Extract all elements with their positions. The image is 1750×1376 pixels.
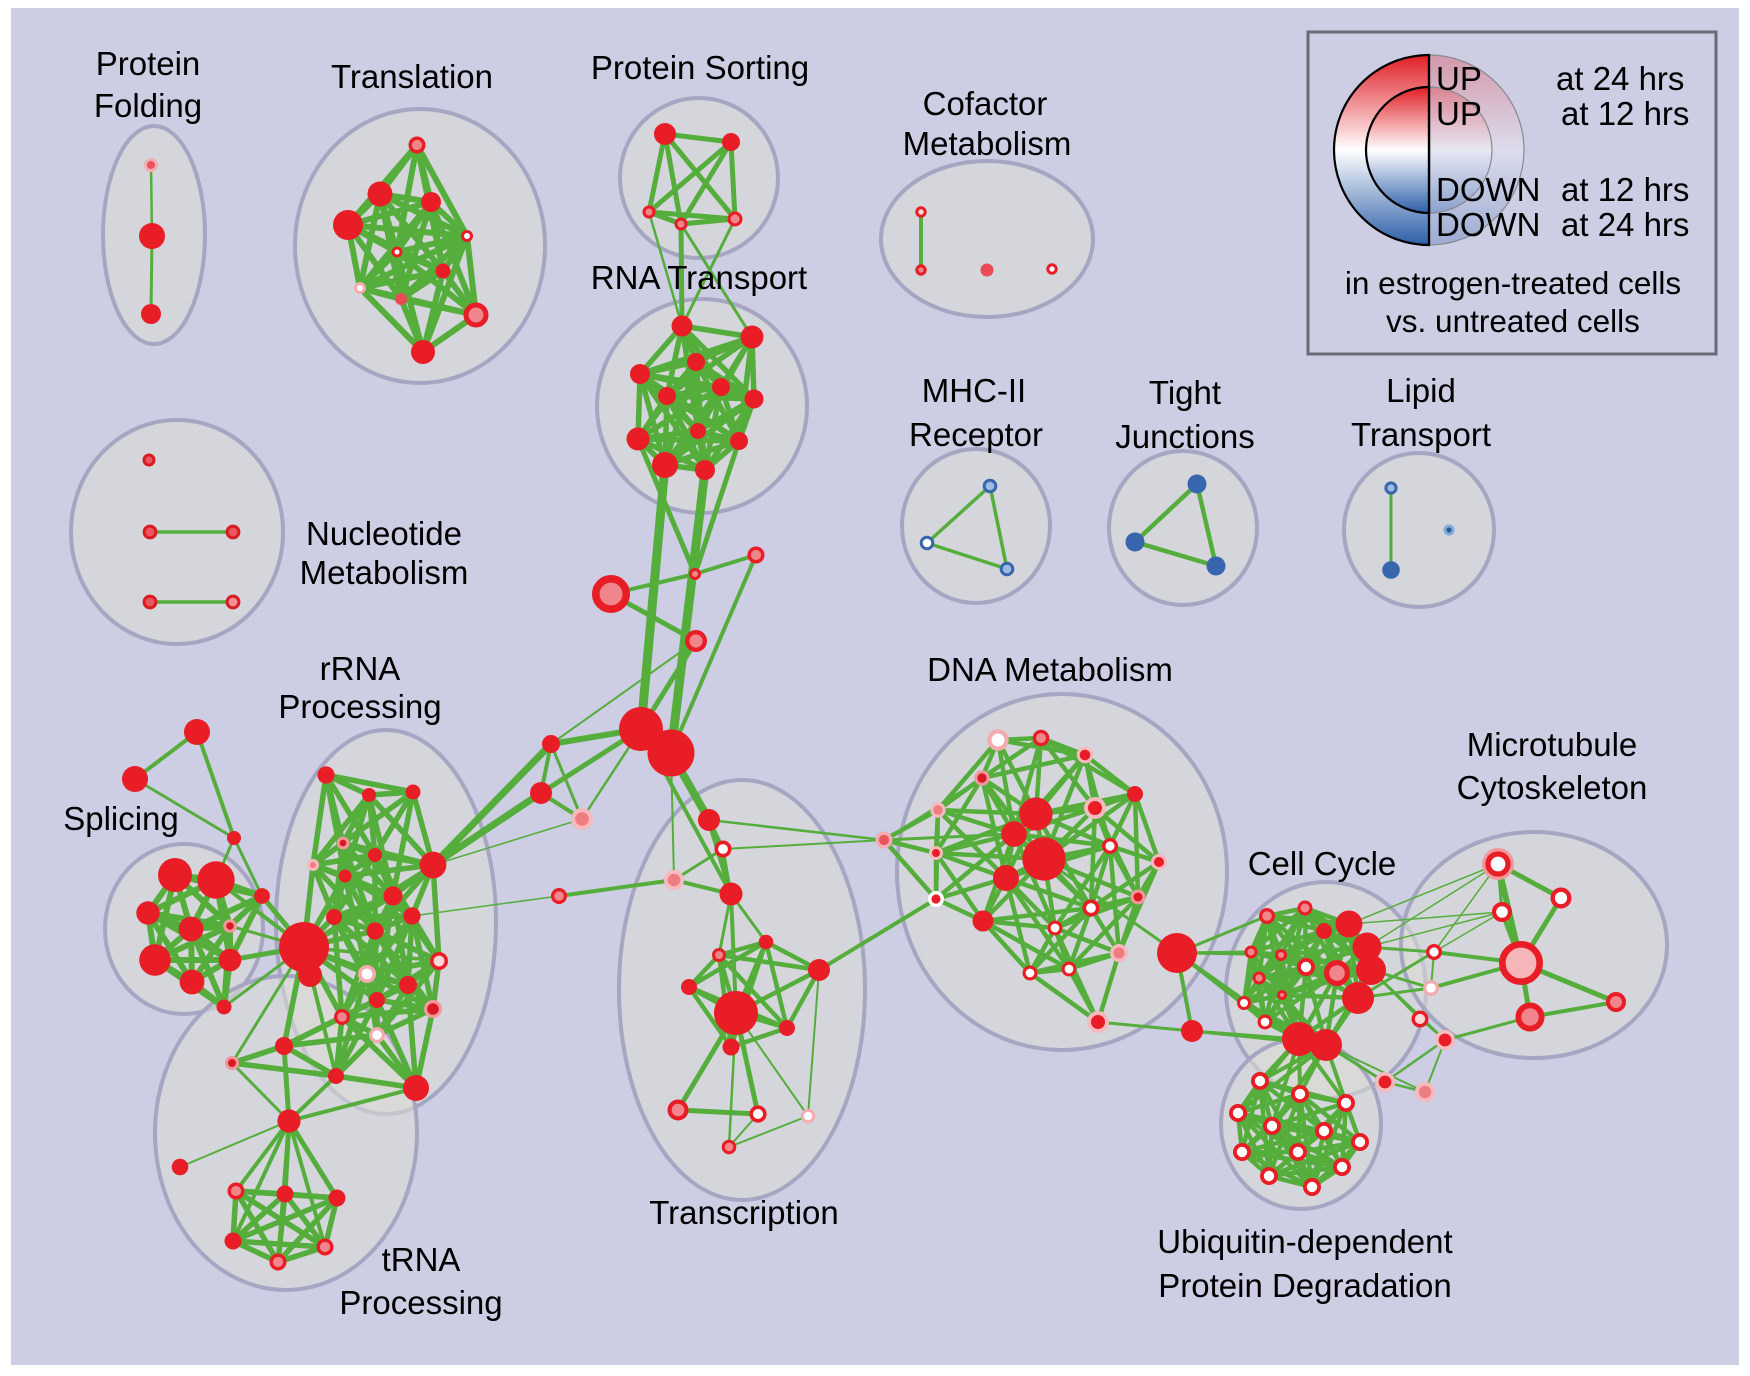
svg-text:Junctions: Junctions [1115,418,1254,455]
svg-text:at 24 hrs: at 24 hrs [1561,206,1689,243]
svg-text:Protein: Protein [96,45,201,82]
svg-text:Processing: Processing [339,1284,502,1321]
svg-text:Transcription: Transcription [649,1194,839,1231]
svg-text:RNA Transport: RNA Transport [591,259,807,296]
svg-text:Nucleotide: Nucleotide [306,515,462,552]
svg-text:Cell Cycle: Cell Cycle [1248,845,1397,882]
svg-text:Cofactor: Cofactor [923,85,1048,122]
svg-text:DOWN: DOWN [1436,206,1540,243]
svg-text:MHC-II: MHC-II [922,372,1026,409]
svg-text:Translation: Translation [331,58,493,95]
svg-text:vs. untreated cells: vs. untreated cells [1386,303,1640,339]
svg-text:Cytoskeleton: Cytoskeleton [1457,769,1648,806]
svg-text:UP: UP [1436,95,1482,132]
svg-text:Processing: Processing [278,688,441,725]
svg-text:at 12 hrs: at 12 hrs [1561,95,1689,132]
svg-text:DOWN: DOWN [1436,171,1540,208]
svg-text:Microtubule: Microtubule [1467,726,1638,763]
svg-text:DNA Metabolism: DNA Metabolism [927,651,1173,688]
svg-text:in estrogen-treated cells: in estrogen-treated cells [1345,265,1681,301]
svg-text:Receptor: Receptor [909,416,1043,453]
svg-text:Protein Degradation: Protein Degradation [1158,1267,1452,1304]
svg-text:Tight: Tight [1149,374,1221,411]
svg-text:Metabolism: Metabolism [903,125,1072,162]
svg-text:tRNA: tRNA [382,1241,461,1278]
svg-text:Metabolism: Metabolism [300,554,469,591]
svg-text:Protein Sorting: Protein Sorting [591,49,809,86]
svg-text:Ubiquitin-dependent: Ubiquitin-dependent [1157,1223,1452,1260]
svg-text:at 12 hrs: at 12 hrs [1561,171,1689,208]
svg-text:rRNA: rRNA [320,650,401,687]
svg-text:Folding: Folding [94,87,202,124]
svg-text:Splicing: Splicing [63,800,179,837]
svg-text:Lipid: Lipid [1386,372,1456,409]
svg-text:at 24 hrs: at 24 hrs [1556,60,1684,97]
svg-text:Transport: Transport [1351,416,1491,453]
svg-text:UP: UP [1436,60,1482,97]
